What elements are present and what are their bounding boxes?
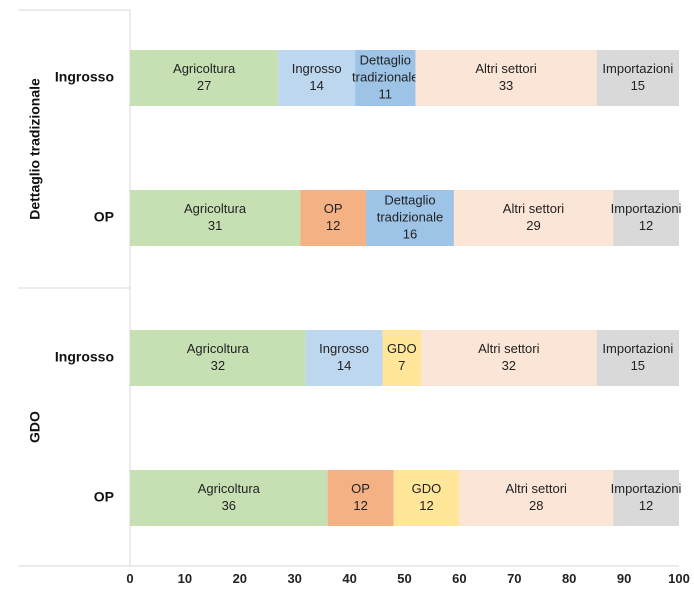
- segment-name-label: OP: [351, 481, 370, 496]
- segment-value-label: 12: [639, 218, 653, 233]
- x-tick-label: 10: [178, 571, 192, 586]
- segment-value-label: 11: [379, 86, 393, 101]
- segment-name-label: Agricoltura: [184, 201, 247, 216]
- bar-segment: [393, 470, 460, 526]
- segment-value-label: 33: [499, 78, 513, 93]
- segment-name-label: Importazioni: [611, 481, 682, 496]
- segment-value-label: 32: [211, 358, 225, 373]
- segment-name-label: GDO: [387, 341, 417, 356]
- segment-name-label: Altri settori: [503, 201, 565, 216]
- segment-name-label: Ingrosso: [292, 61, 342, 76]
- bar-segment: [420, 330, 597, 386]
- bar-segment: [327, 470, 394, 526]
- row-label: Ingrosso: [55, 69, 114, 85]
- bar-segment: [596, 330, 679, 386]
- bar-segment: [613, 470, 679, 526]
- bar-segment: [278, 50, 356, 106]
- bar-segment: [366, 190, 454, 246]
- segment-value-label: 15: [631, 358, 645, 373]
- x-tick-label: 20: [233, 571, 247, 586]
- segment-value-label: 16: [403, 226, 417, 241]
- segment-value-label: 36: [222, 498, 236, 513]
- segment-value-label: 7: [398, 358, 405, 373]
- row-label: Ingrosso: [55, 349, 114, 365]
- bar-segment: [382, 330, 421, 386]
- row-label: OP: [94, 489, 114, 505]
- segment-name-label: GDO: [412, 481, 442, 496]
- segment-name-label: Ingrosso: [319, 341, 369, 356]
- bar-segment: [453, 190, 614, 246]
- segment-name-label: Dettaglio: [360, 52, 411, 67]
- segment-value-label: 12: [419, 498, 433, 513]
- segment-value-label: 15: [631, 78, 645, 93]
- segment-value-label: 12: [639, 498, 653, 513]
- bar-segment: [130, 190, 301, 246]
- segment-name-label: Dettaglio: [384, 192, 435, 207]
- segment-name-label: tradizionale: [377, 209, 444, 224]
- segment-name-label: Altri settori: [475, 61, 537, 76]
- bar-segment: [300, 190, 367, 246]
- bar-segment: [130, 50, 279, 106]
- segment-value-label: 12: [326, 218, 340, 233]
- segment-name-label: Importazioni: [602, 61, 673, 76]
- segment-value-label: 32: [502, 358, 516, 373]
- bar-segment: [355, 50, 416, 106]
- segment-value-label: 12: [353, 498, 367, 513]
- segment-value-label: 27: [197, 78, 211, 93]
- segment-name-label: Importazioni: [602, 341, 673, 356]
- x-tick-label: 50: [397, 571, 411, 586]
- x-tick-label: 90: [617, 571, 631, 586]
- segment-name-label: tradizionale: [352, 69, 419, 84]
- segment-name-label: OP: [324, 201, 343, 216]
- group-label: Dettaglio tradizionale: [27, 78, 43, 220]
- bar-segment: [596, 50, 679, 106]
- segment-name-label: Altri settori: [478, 341, 540, 356]
- segment-name-label: Importazioni: [611, 201, 682, 216]
- x-tick-label: 30: [287, 571, 301, 586]
- x-tick-label: 80: [562, 571, 576, 586]
- group-label: GDO: [27, 411, 43, 443]
- segment-value-label: 14: [337, 358, 351, 373]
- segment-value-label: 28: [529, 498, 543, 513]
- segment-value-label: 31: [208, 218, 222, 233]
- bar-segment: [305, 330, 383, 386]
- x-tick-label: 0: [126, 571, 133, 586]
- segment-value-label: 29: [526, 218, 540, 233]
- bar-segment: [130, 330, 306, 386]
- x-tick-label: 100: [668, 571, 690, 586]
- segment-name-label: Altri settori: [506, 481, 568, 496]
- x-tick-label: 40: [342, 571, 356, 586]
- row-label: OP: [94, 209, 114, 225]
- bar-segment: [130, 470, 328, 526]
- segment-name-label: Agricoltura: [187, 341, 250, 356]
- bar-segment: [459, 470, 614, 526]
- x-tick-label: 60: [452, 571, 466, 586]
- segment-name-label: Agricoltura: [198, 481, 261, 496]
- x-tick-label: 70: [507, 571, 521, 586]
- segment-name-label: Agricoltura: [173, 61, 236, 76]
- segment-value-label: 14: [309, 78, 323, 93]
- bar-segment: [415, 50, 597, 106]
- bar-segment: [613, 190, 679, 246]
